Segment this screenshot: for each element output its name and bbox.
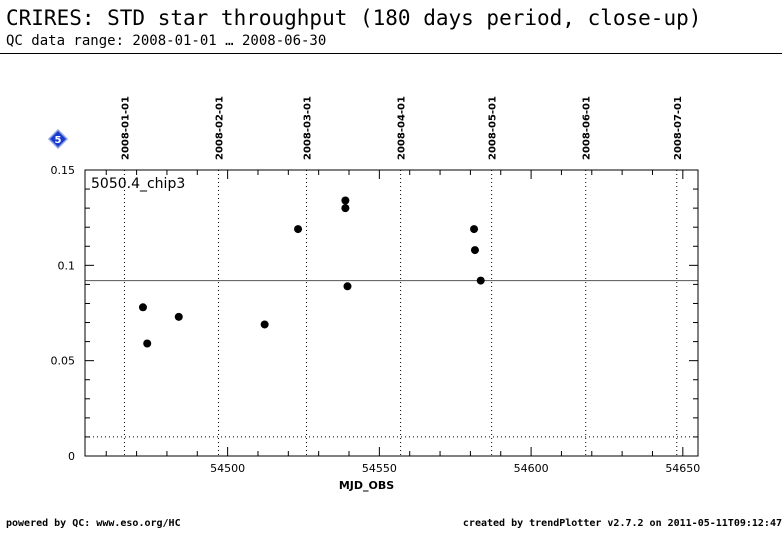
date-tick-label: 2008-06-01 [582, 96, 593, 160]
data-point [476, 276, 485, 285]
footer-right-text: created by trendPlotter v2.7.2 on 2011-0… [462, 518, 782, 529]
data-point [294, 225, 303, 234]
date-gridlines [123, 170, 678, 456]
date-tick-label: 2008-03-01 [303, 96, 314, 160]
data-point [143, 339, 152, 348]
data-point [341, 204, 350, 213]
y-tick-label: 0.15 [51, 164, 76, 177]
data-point [343, 282, 352, 291]
data-point [470, 225, 479, 234]
date-tick-label: 2008-02-01 [215, 96, 226, 160]
x-tick-label: 54500 [210, 462, 245, 475]
data-point [470, 246, 479, 255]
x-tick-label: 54550 [362, 462, 397, 475]
scatter-plot: 2008-01-01 2008-02-01 2008-03-01 2008-04-01… [47, 96, 700, 492]
date-tick-label: 2008-01-01 [120, 96, 131, 160]
x-tick-label: 54650 [665, 462, 700, 475]
y-tick-label: 0 [68, 450, 75, 463]
y-axis-ticks: 0 0.05 0.1 0.15 [51, 164, 698, 463]
header-divider [0, 53, 782, 54]
date-tick-label: 2008-07-01 [673, 96, 684, 160]
y-tick-label: 0.1 [58, 259, 76, 272]
data-point [138, 303, 147, 312]
data-point [260, 320, 269, 329]
date-tick-label: 2008-05-01 [488, 96, 499, 160]
chart-title: CRIRES: STD star throughput (180 days pe… [6, 6, 702, 30]
date-tick-label: 2008-04-01 [397, 96, 408, 160]
data-point [341, 196, 350, 205]
badge-text: 5 [55, 135, 62, 146]
plot-frame [84, 169, 699, 457]
date-tick-labels: 2008-01-01 2008-02-01 2008-03-01 2008-04-01… [120, 96, 683, 160]
x-axis-label: MJD_OBS [339, 479, 394, 492]
footer-left-text: powered by QC: www.eso.org/HC [6, 518, 181, 529]
data-point [174, 312, 183, 321]
data-points [138, 196, 485, 348]
x-tick-label: 54600 [514, 462, 549, 475]
panel-label: 5050.4_chip3 [91, 176, 185, 192]
chart-subtitle: QC data range: 2008-01-01 … 2008-06-30 [6, 33, 327, 49]
x-axis-ticks: 54500 54550 54600 54650 [105, 170, 700, 475]
reference-lines [85, 280, 698, 438]
y-tick-label: 0.05 [51, 355, 76, 368]
badge-icon: 5 [47, 128, 69, 150]
